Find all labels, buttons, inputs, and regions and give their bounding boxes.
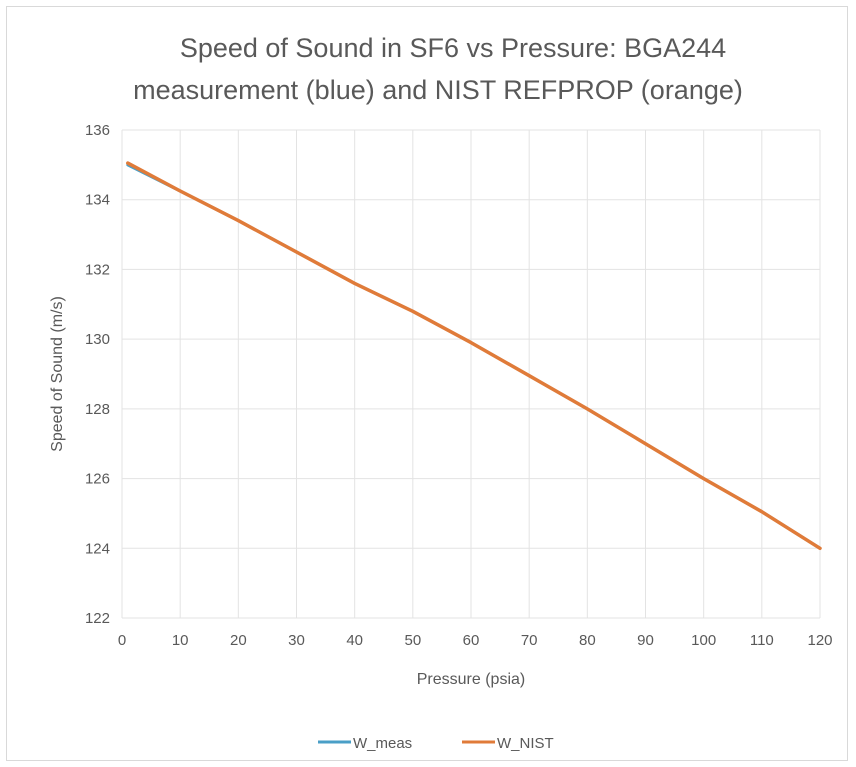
chart-frame: [6, 6, 848, 761]
y-tick-label: 122: [85, 610, 110, 627]
x-tick-label: 40: [346, 632, 363, 649]
x-axis-title: Pressure (psia): [417, 671, 525, 688]
x-tick-label: 50: [404, 632, 421, 649]
x-tick-label: 100: [691, 632, 716, 649]
x-tick-labels: 0 10 20 30 40 50 60 70 80 90 100 110 120: [118, 632, 833, 649]
y-axis-title: Speed of Sound (m/s): [49, 296, 66, 452]
data-series: [126, 161, 822, 551]
y-tick-label: 124: [85, 540, 110, 557]
chart-title-line-1: Speed of Sound in SF6 vs Pressure: BGA24…: [180, 33, 726, 63]
legend: W_meas W_NIST: [318, 735, 554, 752]
y-tick-label: 136: [85, 122, 110, 139]
x-tick-label: 10: [172, 632, 189, 649]
y-tick-label: 126: [85, 471, 110, 488]
x-tick-label: 120: [807, 632, 832, 649]
x-tick-label: 110: [750, 632, 774, 649]
series-line-w-nist: [126, 161, 822, 551]
series-line-w-meas: [126, 163, 822, 550]
y-tick-label: 134: [85, 192, 110, 209]
x-tick-label: 30: [288, 632, 305, 649]
y-tick-labels: 122 124 126 128 130 132 134 136: [85, 122, 110, 627]
y-tick-label: 128: [85, 401, 110, 418]
x-tick-label: 70: [521, 632, 538, 649]
gridlines: [121, 129, 821, 619]
legend-label-w-nist: W_NIST: [497, 735, 554, 752]
x-tick-label: 80: [579, 632, 596, 649]
legend-label-w-meas: W_meas: [353, 735, 412, 752]
x-tick-label: 0: [118, 632, 126, 649]
y-tick-label: 130: [85, 331, 110, 348]
x-tick-label: 60: [463, 632, 480, 649]
x-tick-label: 90: [637, 632, 654, 649]
x-tick-label: 20: [230, 632, 247, 649]
y-tick-label: 132: [85, 261, 110, 278]
chart-title-line-2: measurement (blue) and NIST REFPROP (ora…: [133, 75, 743, 105]
